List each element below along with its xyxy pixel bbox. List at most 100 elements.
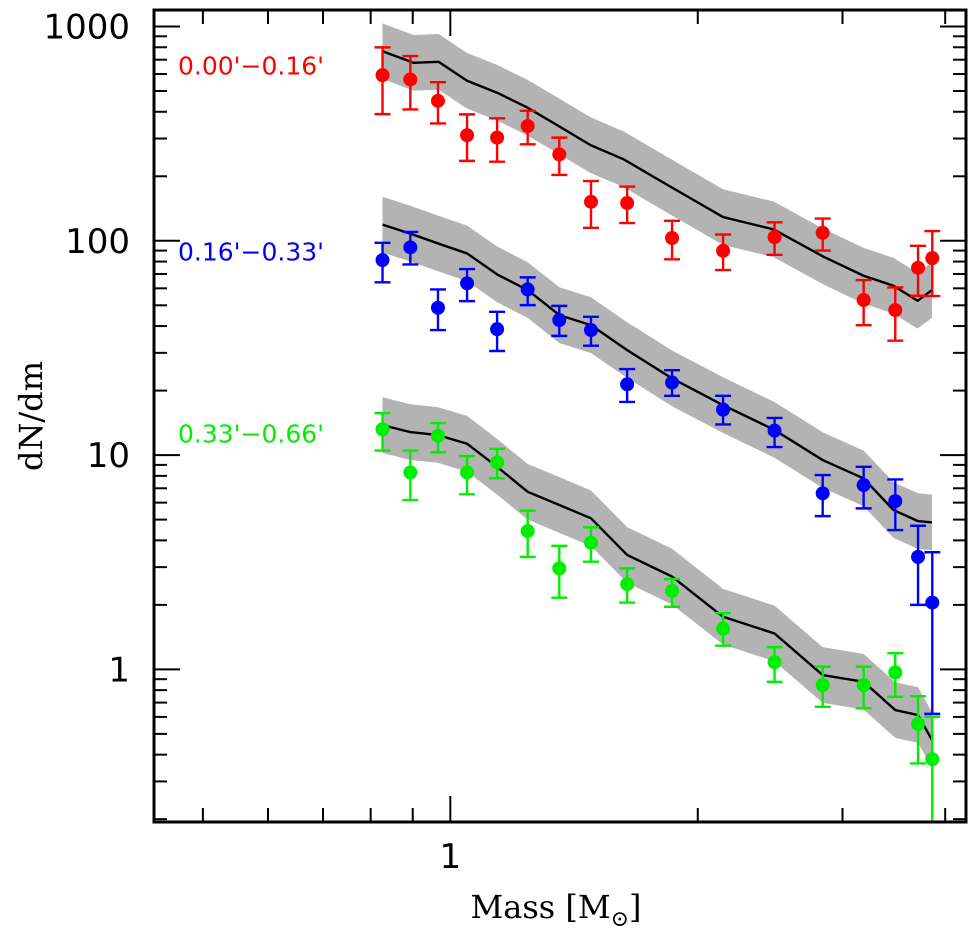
data-point [887, 478, 904, 532]
data-point [814, 665, 831, 708]
data-marker [620, 577, 635, 592]
data-points [374, 46, 941, 822]
data-marker [620, 196, 635, 211]
data-marker [815, 486, 830, 501]
data-marker [490, 130, 505, 145]
data-point [855, 278, 872, 327]
data-marker [552, 312, 567, 327]
series-label-0: 0.00'−0.16' [178, 52, 324, 81]
data-point [551, 304, 568, 338]
data-point [489, 310, 506, 353]
data-point [551, 136, 568, 177]
model-band-0 [382, 23, 933, 329]
series-labels: 0.00'−0.16' 0.16'−0.33' 0.33'−0.66' [178, 52, 324, 449]
data-marker [665, 231, 680, 246]
data-point [459, 454, 476, 496]
data-point [887, 651, 904, 698]
data-marker [925, 251, 940, 266]
data-marker [856, 293, 871, 308]
data-marker [911, 549, 926, 564]
y-tick-label: 10 [87, 436, 130, 476]
data-point [855, 665, 872, 710]
data-marker [584, 535, 599, 550]
data-point [664, 577, 681, 608]
data-marker [375, 422, 390, 437]
data-marker [815, 225, 830, 240]
data-point [766, 645, 783, 684]
data-point [489, 447, 506, 480]
data-marker [767, 423, 782, 438]
data-point [429, 80, 446, 125]
series-label-2: 0.33'−0.66' [178, 419, 324, 448]
plot-border [152, 8, 968, 824]
data-marker [430, 93, 445, 108]
data-marker [552, 147, 567, 162]
data-marker [767, 655, 782, 670]
data-marker [856, 478, 871, 493]
data-point [519, 276, 536, 307]
data-marker [665, 375, 680, 390]
data-point [402, 449, 419, 502]
data-marker [403, 240, 418, 255]
model-line-1 [382, 223, 933, 524]
series-label-1: 0.16'−0.33' [178, 238, 324, 267]
data-marker [552, 561, 567, 576]
data-marker [520, 282, 535, 297]
data-marker [620, 377, 635, 392]
data-marker [460, 128, 475, 143]
data-point [924, 715, 941, 822]
data-marker [460, 276, 475, 291]
data-point [814, 217, 831, 252]
data-marker [403, 465, 418, 480]
data-marker [375, 253, 390, 268]
data-point [924, 551, 941, 716]
data-marker [403, 72, 418, 87]
data-point [664, 219, 681, 261]
data-point [924, 229, 941, 298]
data-point [855, 465, 872, 510]
plot-frame [152, 8, 968, 824]
data-point [910, 524, 927, 607]
data-point [910, 244, 927, 297]
data-point [374, 46, 391, 116]
y-axis-label: dN/dm [12, 361, 50, 471]
axis-tick-labels: 1 1 10 100 1000 [43, 8, 461, 877]
data-marker [767, 230, 782, 245]
data-point [489, 117, 506, 163]
data-marker [520, 119, 535, 134]
data-point [429, 288, 446, 332]
data-marker [665, 584, 680, 599]
data-point [519, 109, 536, 146]
data-marker [375, 68, 390, 83]
data-point [519, 509, 536, 559]
y-tick-label: 100 [65, 222, 130, 262]
data-point [814, 473, 831, 518]
data-point [429, 421, 446, 454]
data-marker [911, 260, 926, 275]
data-point [619, 185, 636, 225]
data-marker [716, 621, 731, 636]
data-marker [430, 428, 445, 443]
data-marker [925, 595, 940, 610]
data-marker [925, 752, 940, 767]
data-point [887, 286, 904, 342]
data-marker [888, 665, 903, 680]
y-tick-label: 1000 [43, 8, 130, 48]
data-marker [460, 465, 475, 480]
data-point [583, 315, 600, 347]
data-point [551, 544, 568, 599]
data-marker [490, 455, 505, 470]
data-marker [888, 494, 903, 509]
data-marker [911, 717, 926, 732]
data-marker [856, 678, 871, 693]
data-marker [490, 322, 505, 337]
data-point [766, 221, 783, 257]
data-point [374, 241, 391, 284]
model-lines [382, 50, 934, 741]
data-marker [888, 303, 903, 318]
data-point [715, 233, 732, 272]
data-point [402, 54, 419, 111]
model-line-2 [382, 423, 934, 741]
x-axis-label-main: Mass [M [470, 888, 610, 926]
